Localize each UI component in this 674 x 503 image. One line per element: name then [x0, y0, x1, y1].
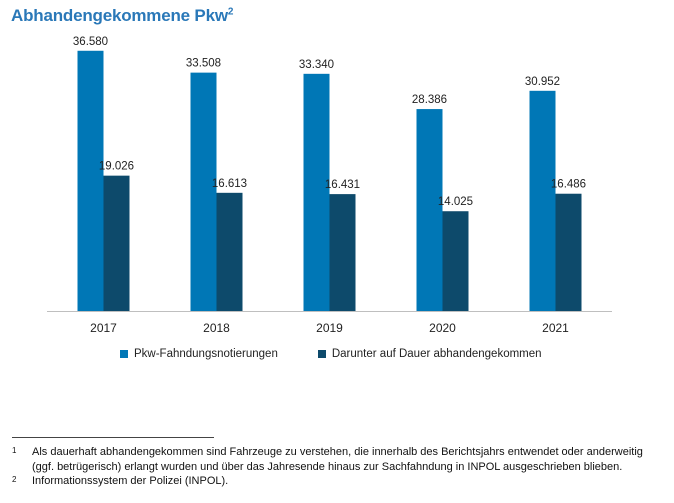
data-label-primary-2021: 30.952	[525, 76, 560, 88]
chart-title-text: Abhandengekommene Pkw	[11, 6, 228, 25]
legend-item-primary: Pkw-Fahndungsnotierungen	[120, 348, 278, 360]
bar-secondary-2020	[442, 211, 469, 311]
bar-secondary-2021	[555, 193, 582, 311]
data-label-primary-2019: 33.340	[299, 59, 334, 71]
data-label-secondary-2019: 16.431	[325, 179, 360, 191]
data-label-secondary-2020: 14.025	[438, 196, 473, 208]
footnotes: 1 Als dauerhaft abhandengekommen sind Fa…	[12, 445, 667, 489]
footnote-text: Als dauerhaft abhandengekommen sind Fahr…	[32, 446, 643, 473]
footnote-2: 2 Informationssystem der Polizei (INPOL)…	[12, 474, 667, 489]
footnote-mark: 2	[12, 475, 17, 484]
data-label-primary-2017: 36.580	[73, 36, 108, 48]
chart-title: Abhandengekommene Pkw2	[11, 6, 233, 26]
legend-label-secondary: Darunter auf Dauer abhandengekommen	[331, 348, 542, 360]
bar-primary-2017	[77, 50, 104, 312]
legend-swatch-primary	[120, 350, 128, 358]
footnote-1: 1 Als dauerhaft abhandengekommen sind Fa…	[12, 445, 667, 474]
bar-primary-2020	[416, 109, 443, 312]
bar-secondary-2019	[329, 194, 356, 311]
x-tick-label-2021: 2021	[542, 321, 569, 335]
bar-primary-2019	[303, 73, 330, 311]
bar-primary-2018	[190, 72, 217, 311]
data-label-primary-2018: 33.508	[186, 58, 221, 70]
chart-title-footnote-mark: 2	[227, 6, 234, 18]
legend-label-primary: Pkw-Fahndungsnotierungen	[134, 348, 278, 360]
x-tick-label-2019: 2019	[316, 321, 343, 335]
x-tick-label-2020: 2020	[429, 321, 456, 335]
data-label-secondary-2018: 16.613	[212, 178, 247, 190]
legend-item-secondary: Darunter auf Dauer abhandengekommen	[317, 348, 542, 360]
data-label-secondary-2017: 19.026	[99, 161, 134, 173]
bar-secondary-2018	[216, 192, 243, 311]
bar-secondary-2017	[103, 175, 130, 311]
bar-chart: 36.580 19.026 2017 33.508 16.613 2018 33.340 16…	[47, 36, 612, 335]
footnote-text: Informationssystem der Polizei (INPOL).	[32, 475, 229, 487]
data-label-secondary-2021: 16.486	[551, 179, 586, 191]
footnote-divider	[12, 437, 214, 438]
data-label-primary-2020: 28.386	[412, 94, 447, 106]
bar-primary-2021	[529, 90, 556, 312]
chart-legend: Pkw-Fahndungsnotierungen Darunter auf Da…	[120, 348, 582, 360]
x-tick-label-2017: 2017	[90, 321, 117, 335]
x-tick-label-2018: 2018	[203, 321, 230, 335]
footnote-mark: 1	[12, 446, 17, 455]
legend-swatch-secondary	[317, 350, 326, 358]
